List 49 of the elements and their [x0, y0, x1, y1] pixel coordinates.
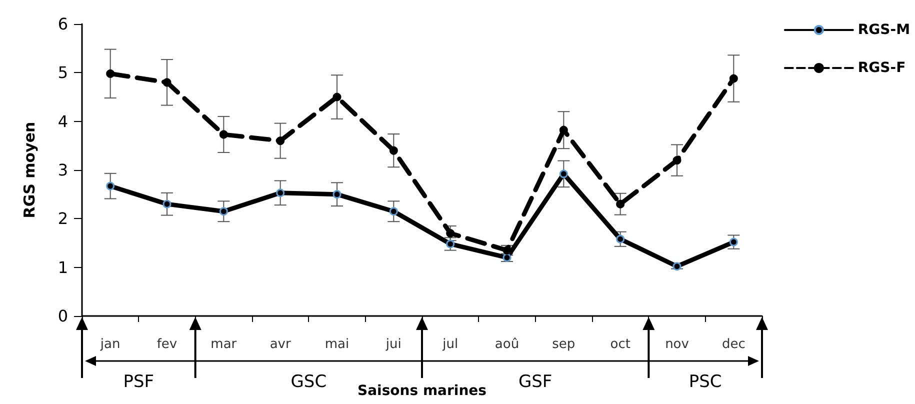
y-tick-label: 0: [58, 306, 68, 326]
y-tick-label: 4: [58, 112, 68, 131]
x-tick-label: aoû: [494, 337, 520, 352]
x-tick-label: jul: [442, 337, 458, 352]
x-tick-label: mai: [324, 337, 350, 352]
point: [332, 190, 342, 199]
point: [559, 170, 568, 178]
legend-label: RGS-F: [858, 60, 906, 76]
text: PSC: [688, 372, 722, 392]
y-tick-label: 5: [58, 63, 68, 82]
point: [276, 136, 285, 146]
point: [162, 78, 172, 87]
point: [276, 188, 285, 198]
x-tick-label: dec: [722, 337, 746, 352]
x-tick-label: avr: [270, 337, 292, 352]
text: GSF: [518, 372, 552, 392]
point: [106, 69, 115, 78]
y-tick-label: 6: [58, 14, 68, 34]
point: [672, 156, 682, 165]
legend-label: RGS-M: [858, 22, 910, 38]
x-tick-label: oct: [610, 337, 630, 352]
point: [106, 182, 115, 190]
text: PSF: [123, 372, 154, 392]
y-tick-label: 1: [58, 258, 68, 277]
point: [332, 92, 342, 102]
point: [672, 262, 682, 271]
point: [162, 200, 172, 208]
point: [446, 240, 455, 248]
x-tick-label: fev: [156, 337, 178, 352]
point: [616, 234, 625, 244]
point: [389, 207, 398, 216]
point: [616, 200, 625, 208]
x-tick-label: nov: [665, 337, 690, 352]
x-tick-label: mar: [210, 337, 238, 352]
point: [729, 74, 738, 83]
text: GSC: [290, 372, 327, 392]
x-tick-label: sep: [552, 337, 576, 352]
y-axis-title: RGS moyen: [20, 122, 38, 218]
point: [389, 146, 398, 155]
x-tick-label: jui: [384, 337, 402, 352]
point: [502, 253, 512, 262]
point: [219, 207, 228, 216]
x-tick-label: jan: [99, 337, 120, 352]
point: [729, 238, 738, 246]
point: [219, 130, 228, 139]
y-tick-label: 2: [58, 209, 68, 228]
x-axis-title: Saisons marines: [358, 383, 486, 399]
point: [446, 229, 455, 238]
y-tick-label: 3: [58, 160, 68, 180]
